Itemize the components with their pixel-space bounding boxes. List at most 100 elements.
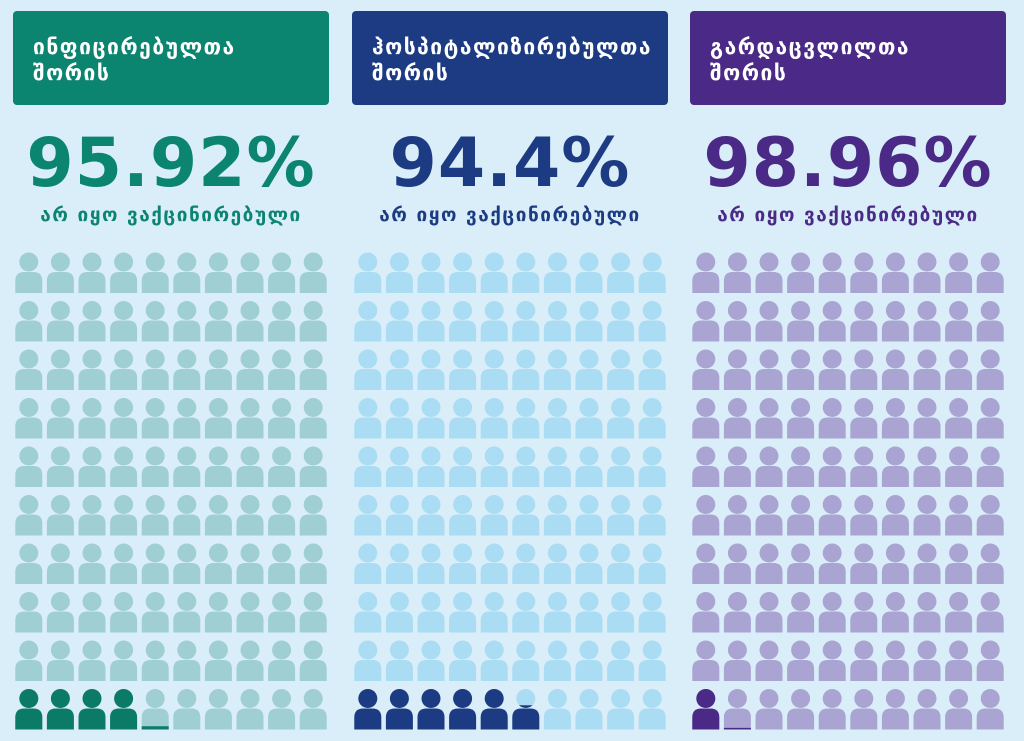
person-icon [15, 592, 43, 633]
person-icon [638, 349, 666, 390]
person-icon [512, 349, 540, 390]
person-icon [723, 349, 751, 390]
person-icon [607, 495, 635, 536]
person-icon [480, 592, 508, 633]
percentage-value: 94.4% [389, 124, 631, 203]
person-icon [110, 495, 138, 536]
person-icon [354, 446, 382, 487]
person-icon [976, 495, 1004, 536]
person-icon [607, 398, 635, 439]
person-icon [173, 543, 201, 584]
person-icon [141, 446, 169, 487]
person-icon [204, 301, 232, 342]
person-icon [299, 349, 327, 390]
person-icon [46, 301, 74, 342]
person-icon [15, 398, 43, 439]
person-icon [850, 495, 878, 536]
person-icon [787, 398, 815, 439]
person-icon [692, 349, 720, 390]
person-icon [299, 592, 327, 633]
person-icon [543, 398, 571, 439]
person-icon [480, 640, 508, 681]
person-icon [913, 495, 941, 536]
person-icon [449, 398, 477, 439]
person-icon [110, 252, 138, 293]
person-icon [354, 640, 382, 681]
person-icon [976, 640, 1004, 681]
person-icon [110, 446, 138, 487]
person-icon [141, 543, 169, 584]
person-icon [575, 252, 603, 293]
person-icon [46, 640, 74, 681]
person-icon [575, 349, 603, 390]
person-icon [638, 398, 666, 439]
person-icon [385, 446, 413, 487]
person-icon [850, 543, 878, 584]
person-icon [385, 689, 413, 730]
person-icon [850, 689, 878, 730]
person-icon [607, 252, 635, 293]
person-icon [723, 446, 751, 487]
person-icon [787, 689, 815, 730]
person-icon [945, 252, 973, 293]
person-icon [417, 495, 445, 536]
person-icon [543, 446, 571, 487]
person-icon [575, 640, 603, 681]
person-icon [299, 689, 327, 730]
person-icon [755, 398, 783, 439]
people-pictogram [354, 252, 666, 730]
person-icon [913, 543, 941, 584]
person-icon [575, 495, 603, 536]
person-icon [354, 689, 382, 730]
person-icon [512, 592, 540, 633]
person-icon [15, 543, 43, 584]
person-icon [236, 446, 264, 487]
person-icon [755, 495, 783, 536]
person-icon [141, 592, 169, 633]
person-icon [299, 446, 327, 487]
person-icon [945, 689, 973, 730]
person-icon [913, 689, 941, 730]
person-icon [354, 301, 382, 342]
person-icon [268, 592, 296, 633]
person-icon [575, 301, 603, 342]
person-icon [46, 689, 74, 730]
person-icon [638, 252, 666, 293]
person-icon [354, 349, 382, 390]
person-icon [755, 543, 783, 584]
percentage-caption: არ იყო ვაქცინირებული [379, 204, 641, 226]
person-icon [913, 349, 941, 390]
person-icon [976, 252, 1004, 293]
person-icon [449, 252, 477, 293]
person-icon [850, 301, 878, 342]
person-icon [976, 592, 1004, 633]
person-icon [46, 592, 74, 633]
people-pictogram [15, 252, 327, 730]
person-icon [945, 543, 973, 584]
person-icon [417, 398, 445, 439]
person-icon [110, 689, 138, 730]
person-icon [449, 640, 477, 681]
person-icon [385, 543, 413, 584]
percentage-value: 95.92% [26, 124, 316, 203]
person-icon [607, 592, 635, 633]
panel-infected: ინფიცირებულთა შორის 95.92% არ იყო ვაქცინ… [13, 0, 329, 741]
person-icon [78, 349, 106, 390]
person-icon [385, 495, 413, 536]
person-icon [850, 252, 878, 293]
person-icon [173, 252, 201, 293]
person-icon [385, 301, 413, 342]
person-icon [417, 543, 445, 584]
person-icon [354, 252, 382, 293]
person-icon [976, 446, 1004, 487]
person-icon [723, 689, 751, 730]
person-icon [850, 640, 878, 681]
person-icon [818, 543, 846, 584]
panel-title: ჰოსპიტალიზირებულთა შორის [352, 11, 668, 105]
person-icon [575, 446, 603, 487]
person-icon [881, 543, 909, 584]
person-icon [110, 398, 138, 439]
person-icon [976, 689, 1004, 730]
person-icon [913, 640, 941, 681]
person-icon [480, 446, 508, 487]
